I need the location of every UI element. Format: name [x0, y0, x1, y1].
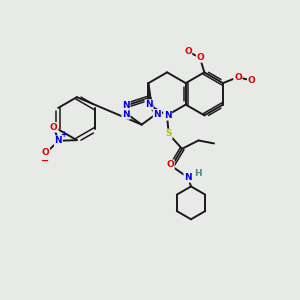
Text: S: S	[165, 129, 172, 138]
Text: +: +	[60, 130, 67, 139]
Text: −: −	[41, 155, 50, 166]
Text: O: O	[50, 123, 58, 132]
Text: O: O	[166, 160, 174, 169]
Text: O: O	[196, 53, 204, 62]
Text: N: N	[145, 100, 153, 109]
Text: N: N	[184, 173, 192, 182]
Text: O: O	[234, 73, 242, 82]
Text: N: N	[55, 136, 62, 145]
Text: O: O	[42, 148, 50, 157]
Text: N: N	[154, 110, 161, 119]
Text: H: H	[194, 169, 201, 178]
Text: N: N	[122, 110, 130, 119]
Text: N: N	[122, 100, 130, 109]
Text: O: O	[184, 47, 192, 56]
Text: N: N	[164, 111, 172, 120]
Text: O: O	[248, 76, 255, 85]
